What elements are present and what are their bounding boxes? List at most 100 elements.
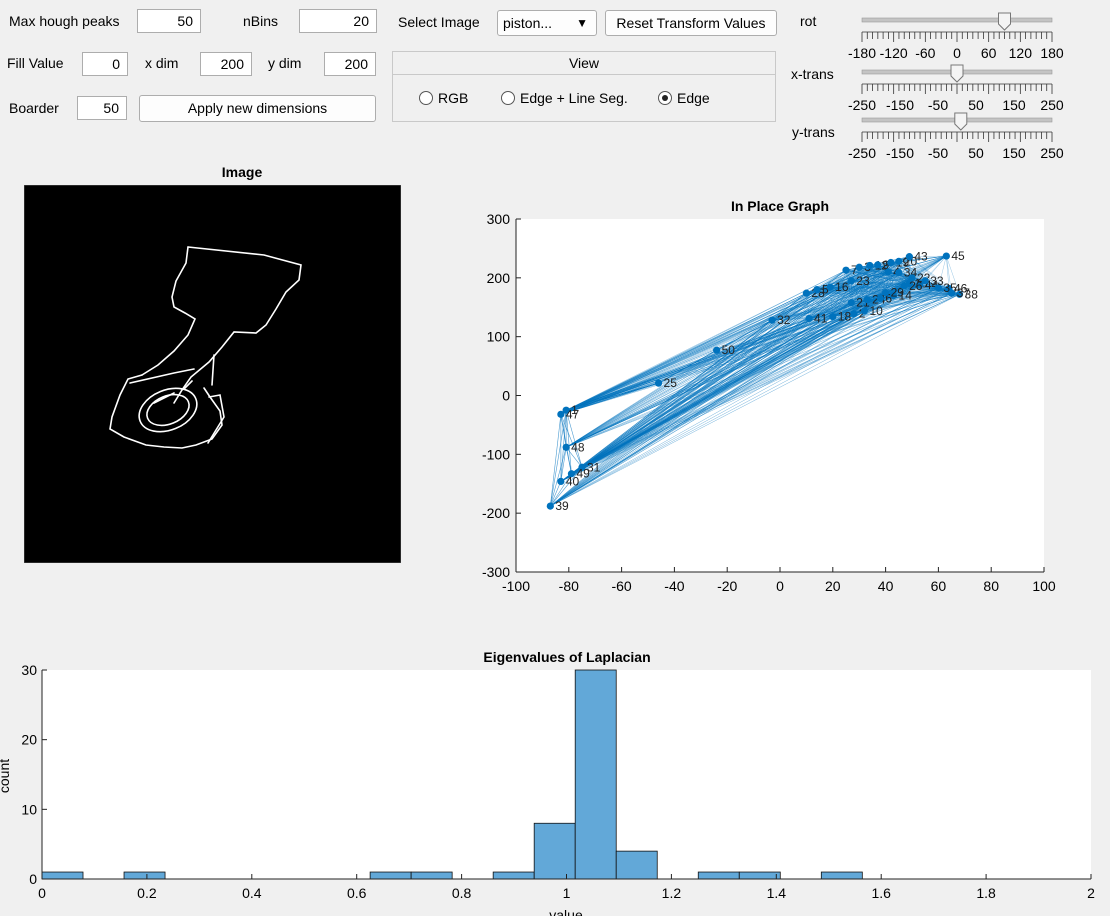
graph-edge [550, 299, 868, 507]
slider-tick-label: -50 [928, 145, 948, 161]
radio-edge[interactable]: Edge [658, 90, 710, 106]
histogram-y-tick-label: 30 [21, 662, 37, 678]
graph-node [847, 298, 855, 307]
slider-tick-label: -50 [928, 97, 948, 113]
histogram-x-tick-label: 0 [38, 885, 46, 901]
graph-edge [806, 293, 810, 319]
histogram-title: Eigenvalues of Laplacian [483, 649, 651, 665]
xtrans-slider[interactable]: -250 -150 -50 50 150 250 [848, 64, 1064, 113]
graph-edge [550, 302, 852, 507]
graph-node [562, 406, 570, 414]
graph-node-label: 45 [951, 249, 965, 263]
graph-node-label: 16 [835, 280, 849, 294]
graph-edge [550, 256, 910, 507]
slider-track[interactable] [861, 17, 1053, 23]
graph-edge [560, 292, 807, 482]
graph-edges [550, 255, 960, 507]
graph-edge [877, 264, 905, 287]
fill-value-input[interactable]: 0 [82, 52, 128, 76]
graph-node [855, 263, 863, 271]
slider-tick-label: 120 [1009, 45, 1033, 61]
graph-node-label: 38 [965, 287, 979, 301]
graph-node [895, 268, 903, 277]
histogram-ylabel: count [0, 759, 12, 793]
graph-x-tick-label: 0 [776, 578, 784, 594]
graph-node [916, 281, 924, 289]
graph-edge [550, 287, 939, 507]
graph-node [900, 282, 908, 290]
graph-node-label: 37 [957, 286, 971, 300]
graph-node-label: 23 [856, 274, 870, 288]
graph-node-label: 47 [566, 407, 580, 421]
graph-edge [806, 292, 854, 314]
graph-edge [830, 287, 868, 300]
graph-node [567, 470, 576, 478]
slider-tick-label: -250 [848, 145, 876, 161]
slider-thumb[interactable] [950, 64, 964, 83]
graph-edge [851, 267, 860, 303]
graph-edge [808, 272, 899, 319]
ydim-input[interactable]: 200 [324, 52, 376, 76]
boarder-input[interactable]: 50 [77, 96, 127, 120]
slider-tick-label: -250 [848, 97, 876, 113]
graph-node [826, 283, 834, 291]
graph-node [866, 261, 874, 270]
histogram-bar [123, 871, 166, 880]
select-image-dropdown[interactable]: piston... ▼ [497, 10, 597, 36]
graph-nodes: 1474831494039255032411821028516212461429… [546, 249, 979, 513]
graph-edge [550, 481, 562, 507]
reset-transform-button[interactable]: Reset Transform Values [605, 10, 777, 36]
graph-node-label: 39 [555, 499, 569, 513]
xdim-input[interactable]: 200 [200, 52, 252, 76]
slider-tick-label: 50 [968, 145, 984, 161]
graph-node-label: 9 [883, 258, 890, 272]
max-hough-peaks-input[interactable]: 50 [137, 9, 201, 33]
histogram-bar [574, 669, 617, 880]
slider-thumb[interactable] [954, 112, 968, 131]
slider-tick-label: 180 [1040, 45, 1064, 61]
graph-node [557, 477, 565, 485]
graph-edge [806, 292, 833, 317]
graph-node-label: 14 [899, 288, 913, 302]
radio-circle-icon [501, 91, 515, 105]
radio-edge-line-seg[interactable]: Edge + Line Seg. [501, 90, 628, 106]
graph-edge [550, 318, 810, 507]
graph-edge [550, 265, 870, 507]
select-image-value: piston... [503, 15, 553, 31]
graph-node [884, 268, 892, 276]
in-place-graph: 1474831494039255032411821028516212461429… [482, 211, 1056, 594]
graph-edge [909, 256, 926, 281]
histogram-y-tick-label: 10 [21, 801, 37, 817]
graph-edge [550, 292, 807, 507]
graph-edge [845, 269, 905, 287]
graph-node [948, 289, 956, 297]
graph-edge [869, 265, 905, 287]
slider-thumb[interactable] [998, 12, 1011, 31]
graph-node [546, 502, 554, 510]
slider-tick-label: 250 [1040, 145, 1064, 161]
graph-edge [550, 414, 562, 507]
graph-x-tick-label: 40 [878, 578, 894, 594]
graph-edge [560, 316, 833, 482]
graph-edge [816, 270, 847, 290]
graph-edge [903, 256, 910, 287]
max-hough-peaks-label: Max hough peaks [9, 13, 120, 29]
histogram-bar [492, 871, 535, 880]
apply-dimensions-button[interactable]: Apply new dimensions [139, 95, 376, 122]
graph-edge [560, 294, 960, 415]
graph-y-tick-label: 200 [487, 270, 511, 286]
graph-edge [898, 261, 926, 281]
histogram-x-tick-label: 1.8 [976, 885, 996, 901]
histogram-x-tick-label: 0.2 [137, 885, 157, 901]
histogram-bar [369, 871, 412, 880]
slider-area: -180 -120 -60 0 60 120 180 -250 -150 -50 50 150 250… [848, 12, 1064, 161]
rot-slider[interactable]: -180 -120 -60 0 60 120 180 [848, 12, 1064, 61]
nbins-input[interactable]: 20 [299, 9, 377, 33]
graph-edge [845, 270, 881, 299]
ytrans-slider[interactable]: -250 -150 -50 50 150 250 [848, 112, 1064, 161]
radio-rgb[interactable]: RGB [419, 90, 468, 106]
graph-edge [550, 467, 583, 507]
graph-edge [911, 255, 947, 279]
histogram-bar [697, 871, 740, 880]
